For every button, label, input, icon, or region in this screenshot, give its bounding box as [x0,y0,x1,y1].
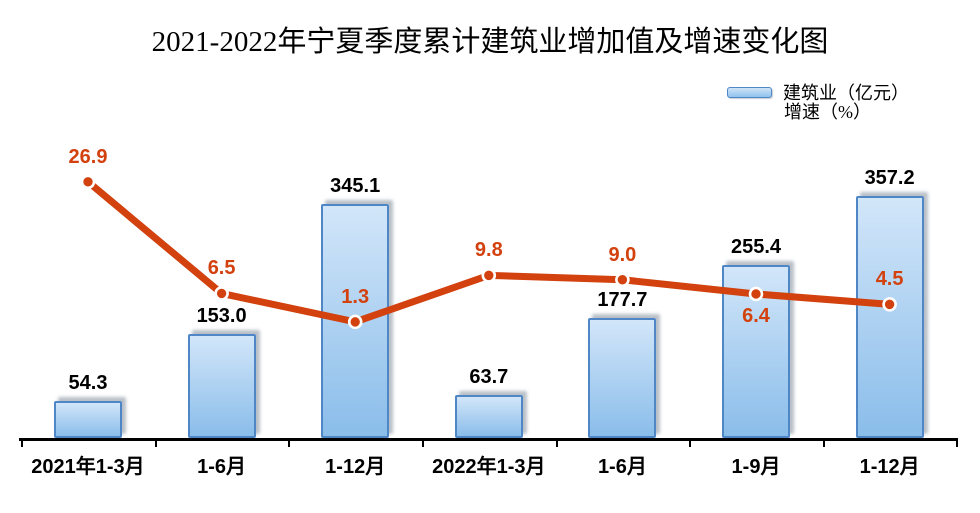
bar-series-swatch-icon [727,86,772,98]
bar-column [855,195,924,438]
x-axis-category-label: 1-12月 [859,456,920,478]
legend: 建筑业（亿元） 增速（%） [727,83,909,122]
bar-value-label: 345.1 [330,175,381,198]
x-axis-tick [154,438,157,447]
line-value-label: 26.9 [68,145,108,168]
legend-label-bar-series: 建筑业（亿元） [783,83,909,103]
x-axis-tick [422,438,424,447]
bar-column [187,334,256,438]
line-value-label: 9.8 [474,239,503,262]
line-value-label: 9.0 [608,243,637,266]
line-value-label: 6.4 [742,304,770,327]
x-axis-tick [956,438,959,447]
bar-column [722,264,790,438]
bar-column [321,204,390,438]
bar-column [454,394,523,438]
x-axis-category-label: 2021年1-3月 [31,456,145,478]
line-point-marker [481,268,497,283]
x-axis-category-label: 1-6月 [597,456,647,478]
x-axis-tick [21,438,24,447]
line-point-marker [80,174,96,190]
legend-item-line-series: 增速（%） [727,102,909,122]
bar-value-label: 153.0 [196,305,247,328]
line-value-label: 1.3 [341,285,370,308]
bar-value-label: 255.4 [730,235,782,258]
x-axis-category-label: 1-9月 [731,456,781,478]
x-axis-tick [288,438,291,447]
chart-title: 2021-2022年宁夏季度累计建筑业增加值及增速变化图 [151,26,829,58]
bar-column [54,401,122,438]
bar-column [588,317,657,438]
x-axis-category-label: 1-6月 [197,456,247,478]
x-axis-line [19,438,958,441]
legend-label-line-series: 增速（%） [784,102,871,122]
line-value-label: 6.5 [207,257,236,280]
legend-item-bar-series: 建筑业（亿元） [727,83,909,103]
x-axis-category-label: 2022年1-3月 [432,456,546,478]
line-value-label: 4.5 [875,268,904,291]
line-point-marker [615,272,630,288]
line-point-marker [214,286,229,301]
bar-value-label: 63.7 [469,365,509,388]
x-axis-tick [555,438,558,447]
bar-value-label: 54.3 [68,372,108,395]
x-axis-tick [689,438,692,447]
x-axis-category-label: 1-12月 [325,456,386,478]
x-axis-tick [822,438,825,447]
bar-value-label: 357.2 [864,166,915,189]
bar-value-label: 177.7 [597,288,648,311]
